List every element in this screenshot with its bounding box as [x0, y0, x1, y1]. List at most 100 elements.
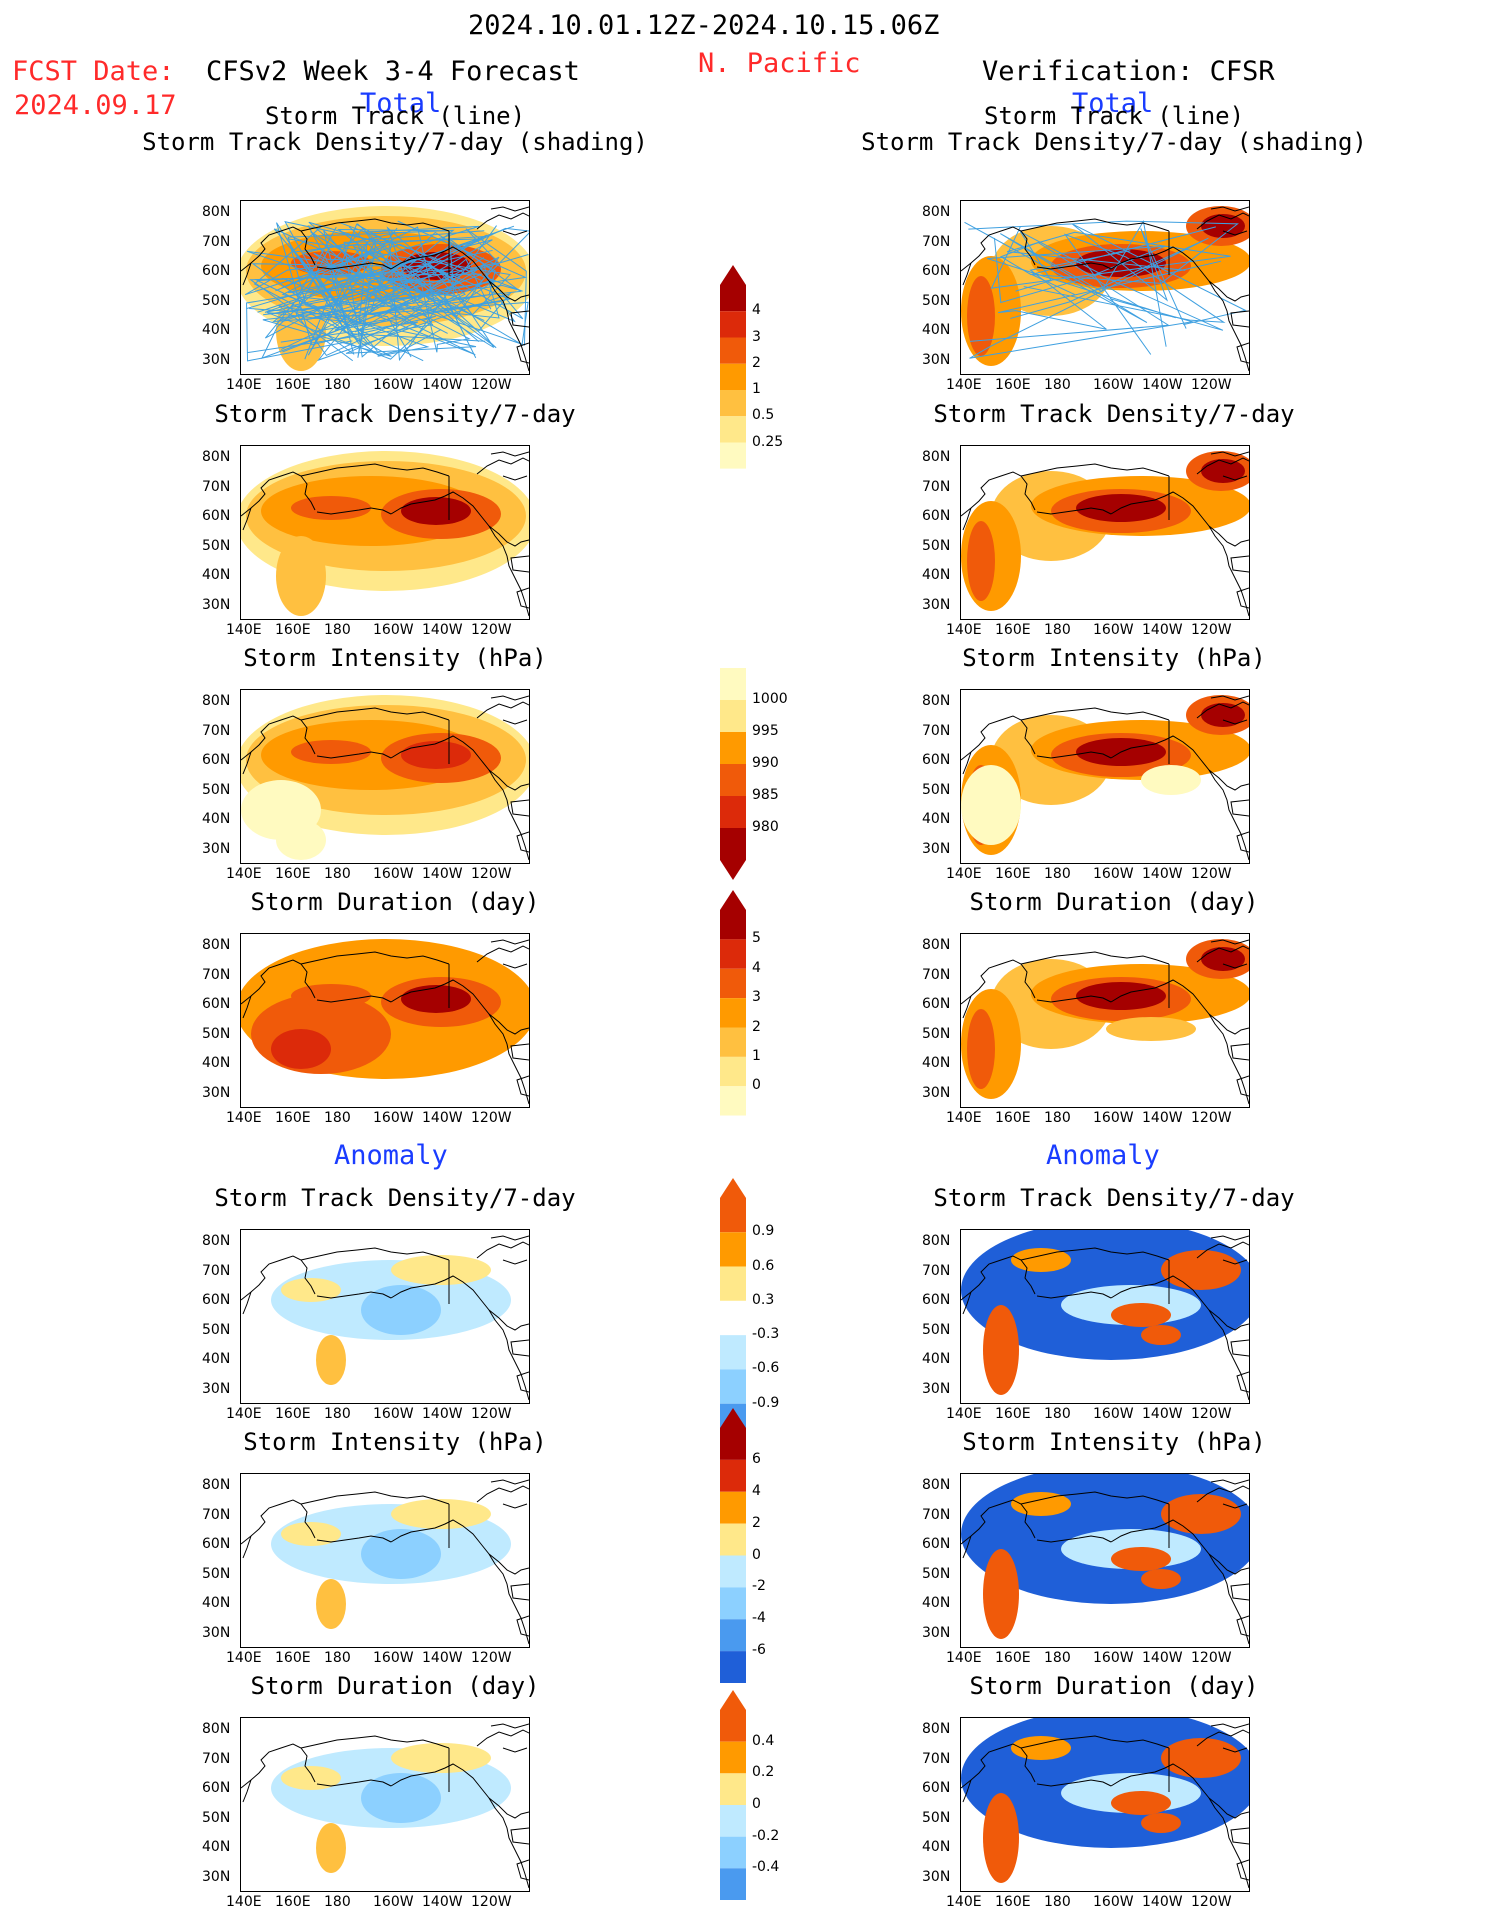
- fcst-date-label: FCST Date:: [12, 56, 175, 87]
- lon-tick: 160W: [373, 1110, 414, 1126]
- anomaly-label-left: Anomaly: [334, 1140, 448, 1171]
- lat-tick: 80N: [922, 204, 950, 220]
- lat-tick: 50N: [202, 1026, 230, 1042]
- lon-tick: 140W: [1142, 866, 1183, 882]
- lon-tick: 160E: [995, 622, 1031, 638]
- lat-tick: 50N: [202, 1322, 230, 1338]
- lon-tick: 140E: [946, 1406, 982, 1422]
- lon-tick: 160E: [995, 1406, 1031, 1422]
- colorbar-intensity_anom: [720, 1408, 746, 1703]
- lat-tick: 50N: [922, 1322, 950, 1338]
- colorbar-label: 0.4: [752, 1733, 774, 1749]
- lon-tick: 180: [1044, 622, 1071, 638]
- colorbar-label: 0.5: [752, 407, 774, 423]
- lat-tick: 70N: [922, 1507, 950, 1523]
- lon-tick: 160W: [1093, 377, 1134, 393]
- map-dens-left: [240, 445, 530, 620]
- colorbar-label: 0: [752, 1796, 761, 1812]
- colorbar-duration_total: [720, 890, 746, 1165]
- lat-tick: 60N: [202, 996, 230, 1012]
- lon-tick: 180: [324, 622, 351, 638]
- colorbar-label: 1000: [752, 691, 788, 707]
- lon-tick: 120W: [1191, 1406, 1232, 1422]
- colorbar-label: -0.9: [752, 1395, 779, 1411]
- colorbar-label: 990: [752, 755, 779, 771]
- lon-tick: 120W: [471, 1650, 512, 1666]
- lat-tick: 70N: [202, 1751, 230, 1767]
- map-adens-right: [960, 1229, 1250, 1404]
- colorbar-label: 0.3: [752, 1292, 774, 1308]
- lat-tick: 50N: [202, 538, 230, 554]
- lon-tick: 160W: [373, 377, 414, 393]
- lon-tick: 180: [1044, 1650, 1071, 1666]
- lon-tick: 120W: [471, 1406, 512, 1422]
- lat-tick: 50N: [922, 782, 950, 798]
- lon-tick: 140W: [422, 1406, 463, 1422]
- lat-tick: 60N: [922, 508, 950, 524]
- map-track-right: [960, 200, 1250, 375]
- lon-tick: 120W: [471, 377, 512, 393]
- lat-tick: 30N: [922, 1625, 950, 1641]
- lon-tick: 160E: [275, 1894, 311, 1910]
- lon-tick: 120W: [471, 622, 512, 638]
- lat-tick: 30N: [202, 352, 230, 368]
- lon-tick: 160W: [1093, 1894, 1134, 1910]
- colorbar-label: 0: [752, 1547, 761, 1563]
- lon-tick: 140W: [1142, 1110, 1183, 1126]
- lon-tick: 160E: [995, 377, 1031, 393]
- anomaly-label-right: Anomaly: [1046, 1140, 1160, 1171]
- lat-tick: 30N: [922, 841, 950, 857]
- lon-tick: 180: [1044, 1894, 1071, 1910]
- lat-tick: 30N: [922, 1869, 950, 1885]
- panel-title-dens-right: Storm Track Density/7-day: [814, 400, 1414, 428]
- lon-tick: 140W: [422, 622, 463, 638]
- lat-tick: 40N: [202, 811, 230, 827]
- lat-tick: 80N: [922, 449, 950, 465]
- colorbar-intensity_total: [720, 648, 746, 880]
- map-int-left: [240, 689, 530, 864]
- lat-tick: 80N: [922, 937, 950, 953]
- lat-tick: 70N: [922, 1751, 950, 1767]
- colorbar-label: 995: [752, 723, 779, 739]
- lat-tick: 70N: [202, 234, 230, 250]
- lon-tick: 180: [1044, 377, 1071, 393]
- lon-tick: 140W: [1142, 622, 1183, 638]
- lon-tick: 120W: [1191, 1894, 1232, 1910]
- colorbar-label: -0.6: [752, 1360, 779, 1376]
- lon-tick: 180: [1044, 866, 1071, 882]
- lat-tick: 80N: [922, 1477, 950, 1493]
- lat-tick: 70N: [922, 479, 950, 495]
- lat-tick: 60N: [202, 1292, 230, 1308]
- lat-tick: 80N: [922, 1721, 950, 1737]
- lat-tick: 30N: [202, 1381, 230, 1397]
- lat-tick: 30N: [922, 597, 950, 613]
- colorbar-label: -0.3: [752, 1326, 779, 1342]
- colorbar-label: 980: [752, 819, 779, 835]
- panel-title-track-right: Storm Track (line): [814, 102, 1414, 130]
- colorbar-label: 6: [752, 1451, 761, 1467]
- lat-tick: 40N: [922, 1351, 950, 1367]
- lat-tick: 70N: [202, 479, 230, 495]
- lat-tick: 60N: [922, 263, 950, 279]
- panel-title-dur-right: Storm Duration (day): [814, 888, 1414, 916]
- lat-tick: 30N: [922, 1381, 950, 1397]
- colorbar-label: 1: [752, 381, 761, 397]
- map-aint-right: [960, 1473, 1250, 1648]
- lat-tick: 40N: [922, 811, 950, 827]
- lat-tick: 60N: [202, 752, 230, 768]
- map-adur-left: [240, 1717, 530, 1892]
- lat-tick: 40N: [202, 1055, 230, 1071]
- colorbar-label: 2: [752, 1515, 761, 1531]
- map-track-left: [240, 200, 530, 375]
- panel-title-aint-left: Storm Intensity (hPa): [95, 1428, 695, 1456]
- lat-tick: 50N: [922, 1810, 950, 1826]
- lat-tick: 80N: [922, 693, 950, 709]
- lat-tick: 40N: [202, 1839, 230, 1855]
- lon-tick: 160W: [1093, 1406, 1134, 1422]
- colorbar-label: 5: [752, 930, 761, 946]
- lon-tick: 120W: [471, 1110, 512, 1126]
- lat-tick: 50N: [202, 293, 230, 309]
- lon-tick: 120W: [1191, 866, 1232, 882]
- lon-tick: 140E: [946, 1110, 982, 1126]
- lat-tick: 50N: [922, 1566, 950, 1582]
